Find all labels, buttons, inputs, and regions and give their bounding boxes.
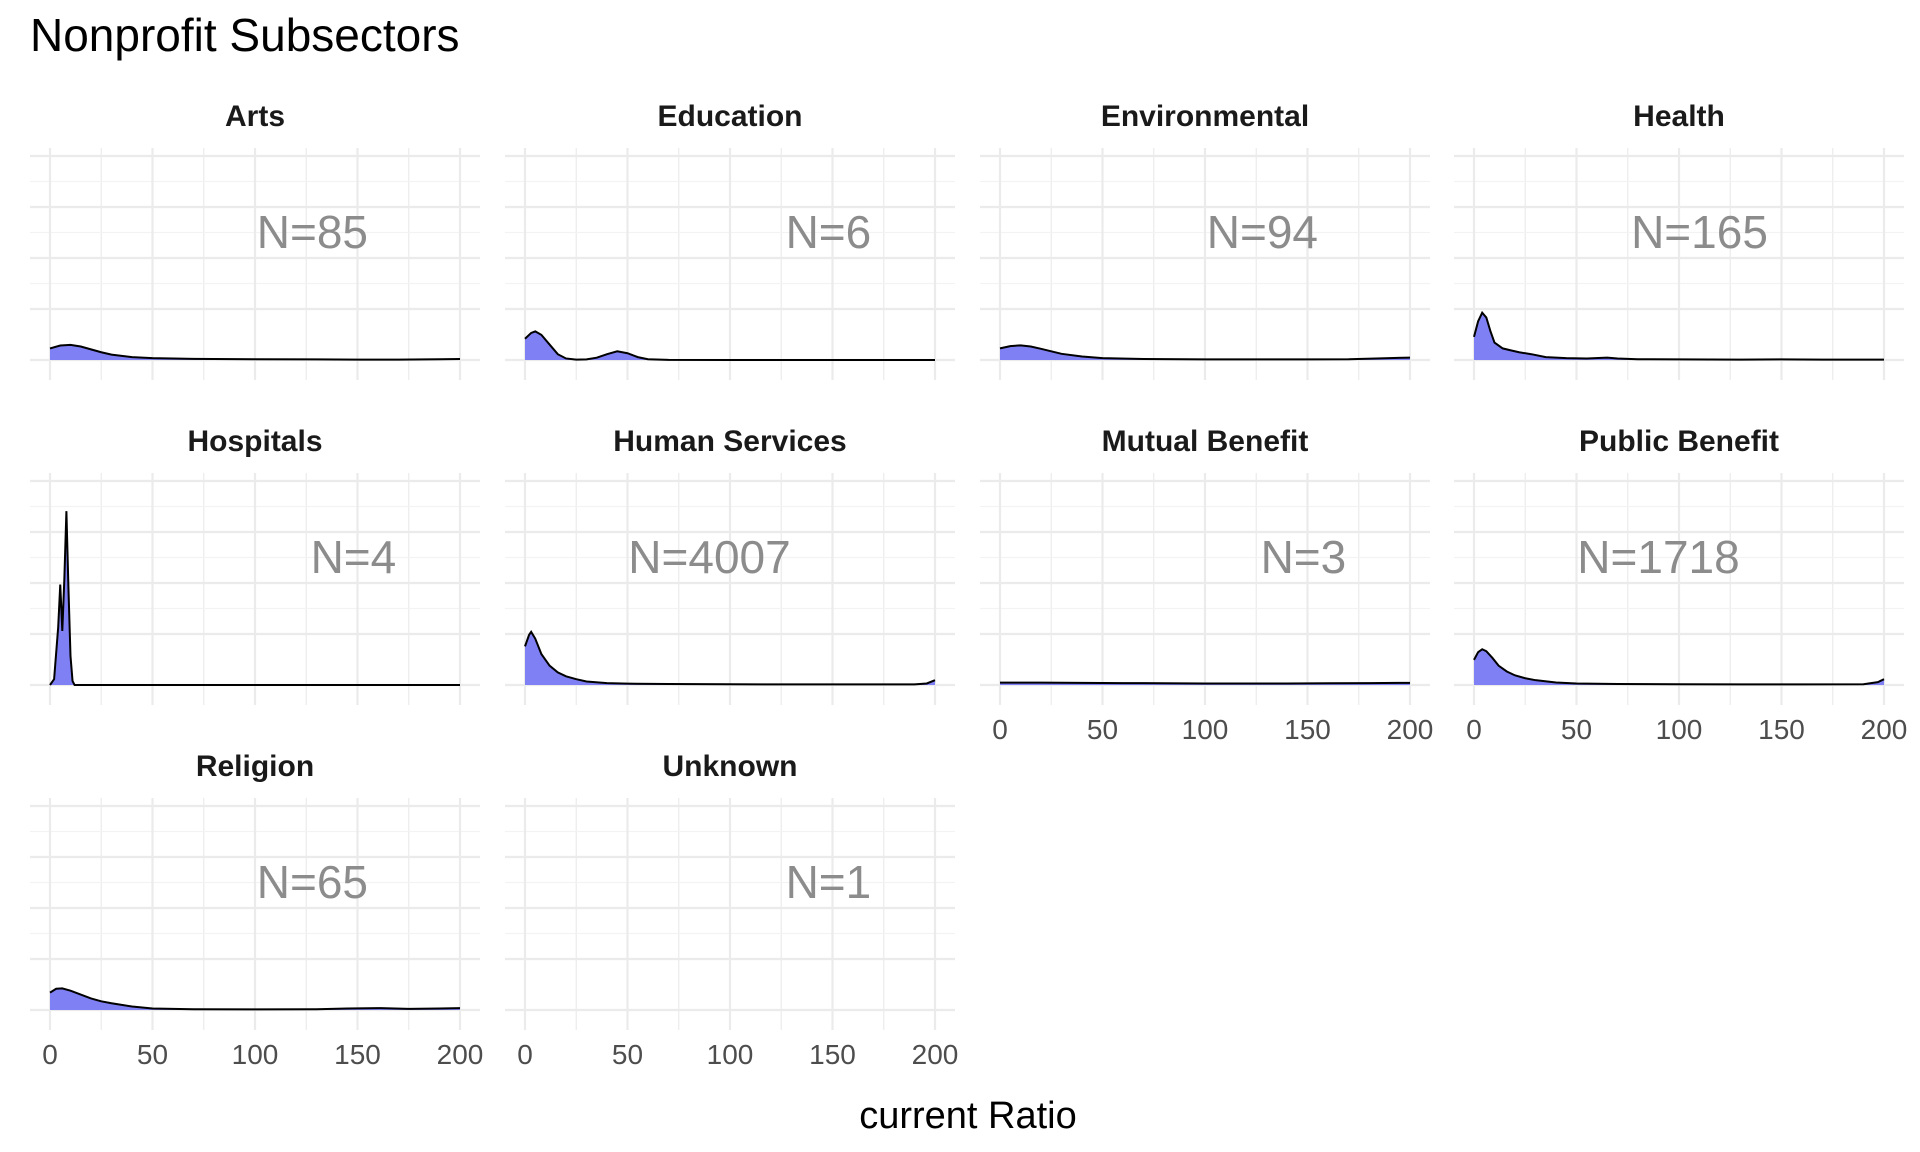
x-tick-label: 0 [42,1039,58,1070]
density-line [524,630,936,686]
x-tick-label: 150 [809,1039,856,1070]
x-tick-label: 150 [334,1039,381,1070]
x-tick-label: 100 [232,1039,279,1070]
facet-strip-label: Mutual Benefit [1102,425,1309,458]
x-tick-label: 150 [1758,714,1805,745]
density-line [49,343,461,361]
count-label: N=165 [1631,206,1768,258]
facet-strip-label: Religion [196,750,314,783]
x-tick-label: 200 [1387,714,1434,745]
count-label: N=65 [257,856,368,908]
facet-panel: Arts N=85 [30,100,480,380]
facet-strip-label: Education [657,100,802,133]
x-tick-label: 150 [1284,714,1331,745]
x-tick-label: 50 [1087,714,1118,745]
x-tick-label: 100 [1656,714,1703,745]
count-label: N=4 [311,531,397,583]
density-area [50,988,460,1010]
x-tick-label: 0 [992,714,1008,745]
count-label: N=6 [786,206,872,258]
density-area [50,344,460,360]
density-line [49,987,461,1011]
x-axis-title: current Ratio [859,1095,1077,1137]
facet-strip-label: Arts [225,100,285,133]
density-area [1474,312,1884,360]
facet-panel: Religion N=65 0 50 100 150 200 [30,750,483,1070]
density-line [524,330,935,361]
facet-strip-label: Hospitals [187,425,322,458]
density-line [1473,310,1884,361]
facet-panel: Hospitals N=4 [30,425,480,705]
count-label: N=4007 [628,531,790,583]
facet-panel: Unknown N=1 0 50 100 150 200 [505,750,958,1070]
facet-panel: Health N=165 [1454,100,1904,380]
facet-panel: Education N=6 [505,100,955,380]
x-tick-label: 200 [1861,714,1908,745]
facet-panel: Mutual Benefit N=3 0 50 100 150 200 [980,425,1433,745]
count-label: N=3 [1261,531,1347,583]
density-line [999,344,1411,361]
x-tick-label: 50 [137,1039,168,1070]
count-label: N=85 [257,206,368,258]
x-tick-label: 0 [517,1039,533,1070]
facet-strip-label: Health [1633,100,1725,133]
density-line [1473,648,1885,686]
count-label: N=1718 [1577,531,1739,583]
density-area [1474,649,1884,685]
x-tick-label: 0 [1466,714,1482,745]
facet-panel: Human Services N=4007 [505,425,955,705]
facet-strip-label: Environmental [1101,100,1309,133]
x-tick-label: 200 [912,1039,959,1070]
density-line [1000,681,1411,685]
facet-strip-label: Public Benefit [1579,425,1779,458]
x-tick-label: 50 [612,1039,643,1070]
count-label: N=1 [786,856,872,908]
facet-strip-label: Unknown [663,750,798,783]
x-tick-label: 100 [1182,714,1229,745]
x-tick-label: 200 [437,1039,484,1070]
count-label: N=94 [1207,206,1318,258]
facet-panel: Public Benefit N=1718 0 50 100 150 200 [1454,425,1907,745]
x-tick-label: 100 [707,1039,754,1070]
facet-strip-label: Human Services [613,425,846,458]
x-tick-label: 50 [1561,714,1592,745]
density-area [1000,345,1410,360]
density-area [525,631,935,685]
density-line [49,511,460,686]
chart-title: Nonprofit Subsectors [30,9,460,61]
facet-panel: Environmental N=94 [980,100,1430,380]
